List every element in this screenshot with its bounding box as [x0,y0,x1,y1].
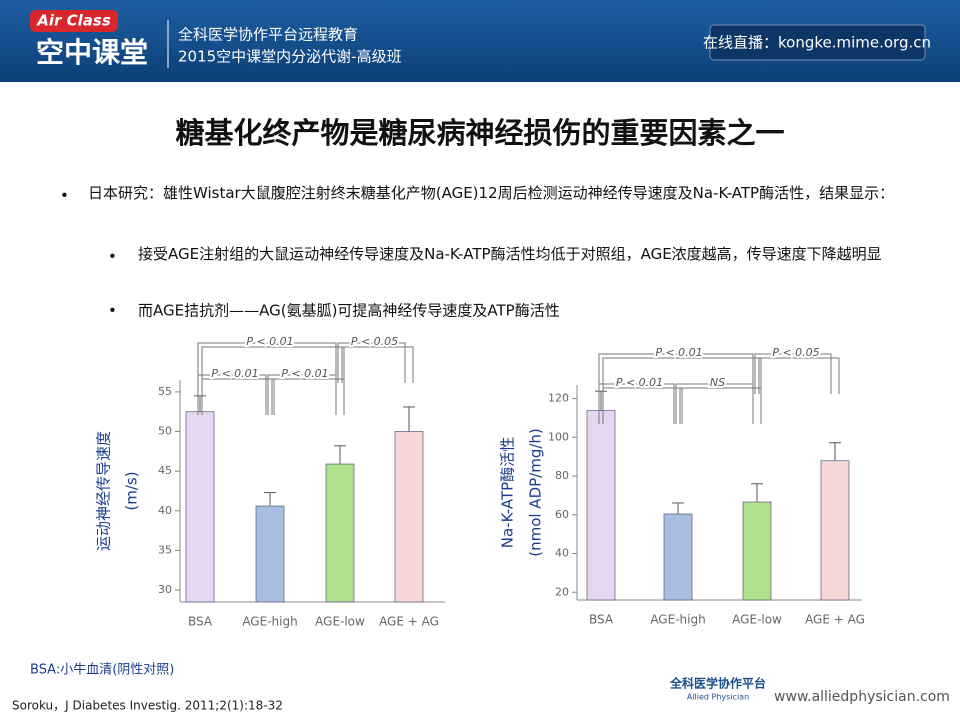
footer-logo: 全科医学协作平台 [669,676,766,691]
significance-bracket [197,374,267,415]
logo-badge [30,10,118,32]
significance-bracket [679,387,762,424]
significance-bracket [598,383,675,424]
y-tick-label: 60 [555,508,569,521]
annotation: P < 0.01 [211,367,258,380]
bar [742,501,772,601]
bar [586,410,616,601]
x-tick-label: AGE + AG [379,615,439,629]
x-tick-label: AGE-high [650,613,705,627]
y-tick-label: 40 [158,504,172,517]
y-tick-label: 80 [555,469,569,482]
bar [255,505,285,603]
y-tick-label: 120 [548,392,569,405]
annotation: P < 0.01 [616,376,663,389]
x-tick-label: AGE + AG [805,613,865,627]
bar [185,411,215,603]
bullet-box: 日本研究：雄性Wistar大鼠腹腔注射终末糖基化产物(AGE)12周后检测运动神… [88,184,895,202]
footnote: BSA:小牛血清(阴性对照) [30,663,174,678]
significance-bracket [201,346,345,383]
significance-bracket [271,378,345,415]
bar [325,463,355,603]
significance-bracket [341,346,414,383]
bar [820,460,850,601]
annotation: P < 0.01 [246,335,293,348]
annotation: P < 0.05 [772,346,819,359]
significance-bracket [267,374,337,415]
footer-logo-sub: Allied Physician [687,693,749,702]
significance-bracket [337,342,406,383]
significance-bracket [758,357,840,394]
annotation: NS [710,376,725,389]
significance-bracket [675,383,754,424]
y-tick-label: 100 [548,430,569,443]
annotation: P < 0.05 [351,335,398,348]
y-axis-label: (nmol ADP/mg/h) [527,428,545,557]
annotation: P < 0.01 [655,346,702,359]
bar [394,431,424,603]
significance-bracket [602,387,683,424]
citation: Soroku，J Diabetes Investig. 2011;2(1):18… [12,699,283,713]
footer-url: www.alliedphysician.com [774,689,950,705]
header-line1: 全科医学协作平台远程教育 [178,26,358,44]
significance-bracket [754,353,832,394]
significance-bracket [197,342,337,383]
x-tick-label: BSA [589,613,614,627]
logo-bottom: 空中课堂 [36,36,148,69]
significance-bracket [201,378,275,415]
y-tick-label: 30 [158,583,172,596]
y-tick-label: 45 [158,464,172,477]
bullet: 日本研究：雄性Wistar大鼠腹腔注射终末糖基化产物(AGE)12周后检测运动神… [88,184,895,202]
annotation: P < 0.01 [281,367,328,380]
header-line2: 2015空中课堂内分泌代谢-高级班 [178,48,402,66]
y-tick-label: 35 [158,543,172,556]
y-tick-label: 50 [158,425,172,438]
live-box [709,24,926,61]
x-tick-label: BSA [188,615,213,629]
slide-title: 糖基化终产物是糖尿病神经损伤的重要因素之一 [175,116,784,150]
x-tick-label: AGE-high [242,615,297,629]
y-tick-label: 20 [555,585,569,598]
x-tick-label: AGE-low [315,615,365,629]
live-url: 在线直播：kongke.mime.org.cn [703,34,931,52]
bullet-dot: • [108,302,117,320]
significance-bracket [598,353,754,394]
significance-bracket [602,357,762,394]
logo-top: Air Class [36,12,111,30]
bullet-dot: • [60,187,69,205]
y-axis-label: (m/s) [123,471,141,510]
bar [663,513,693,601]
y-axis-label: 运动神经传导速度 [95,431,113,551]
y-tick-label: 40 [555,547,569,560]
bullet-box: 接受AGE注射组的大鼠运动神经传导速度及Na-K-ATP酶活性均低于对照组，AG… [138,245,882,263]
bullet-dot: • [108,248,117,266]
y-tick-label: 55 [158,385,172,398]
x-tick-label: AGE-low [732,613,782,627]
bullet: 而AGE拮抗剂——AG(氨基胍)可提高神经传导速度及ATP酶活性 [138,302,560,320]
bullet: 接受AGE注射组的大鼠运动神经传导速度及Na-K-ATP酶活性均低于对照组，AG… [138,245,882,263]
y-axis-label: Na-K-ATP酶活性 [499,437,517,548]
